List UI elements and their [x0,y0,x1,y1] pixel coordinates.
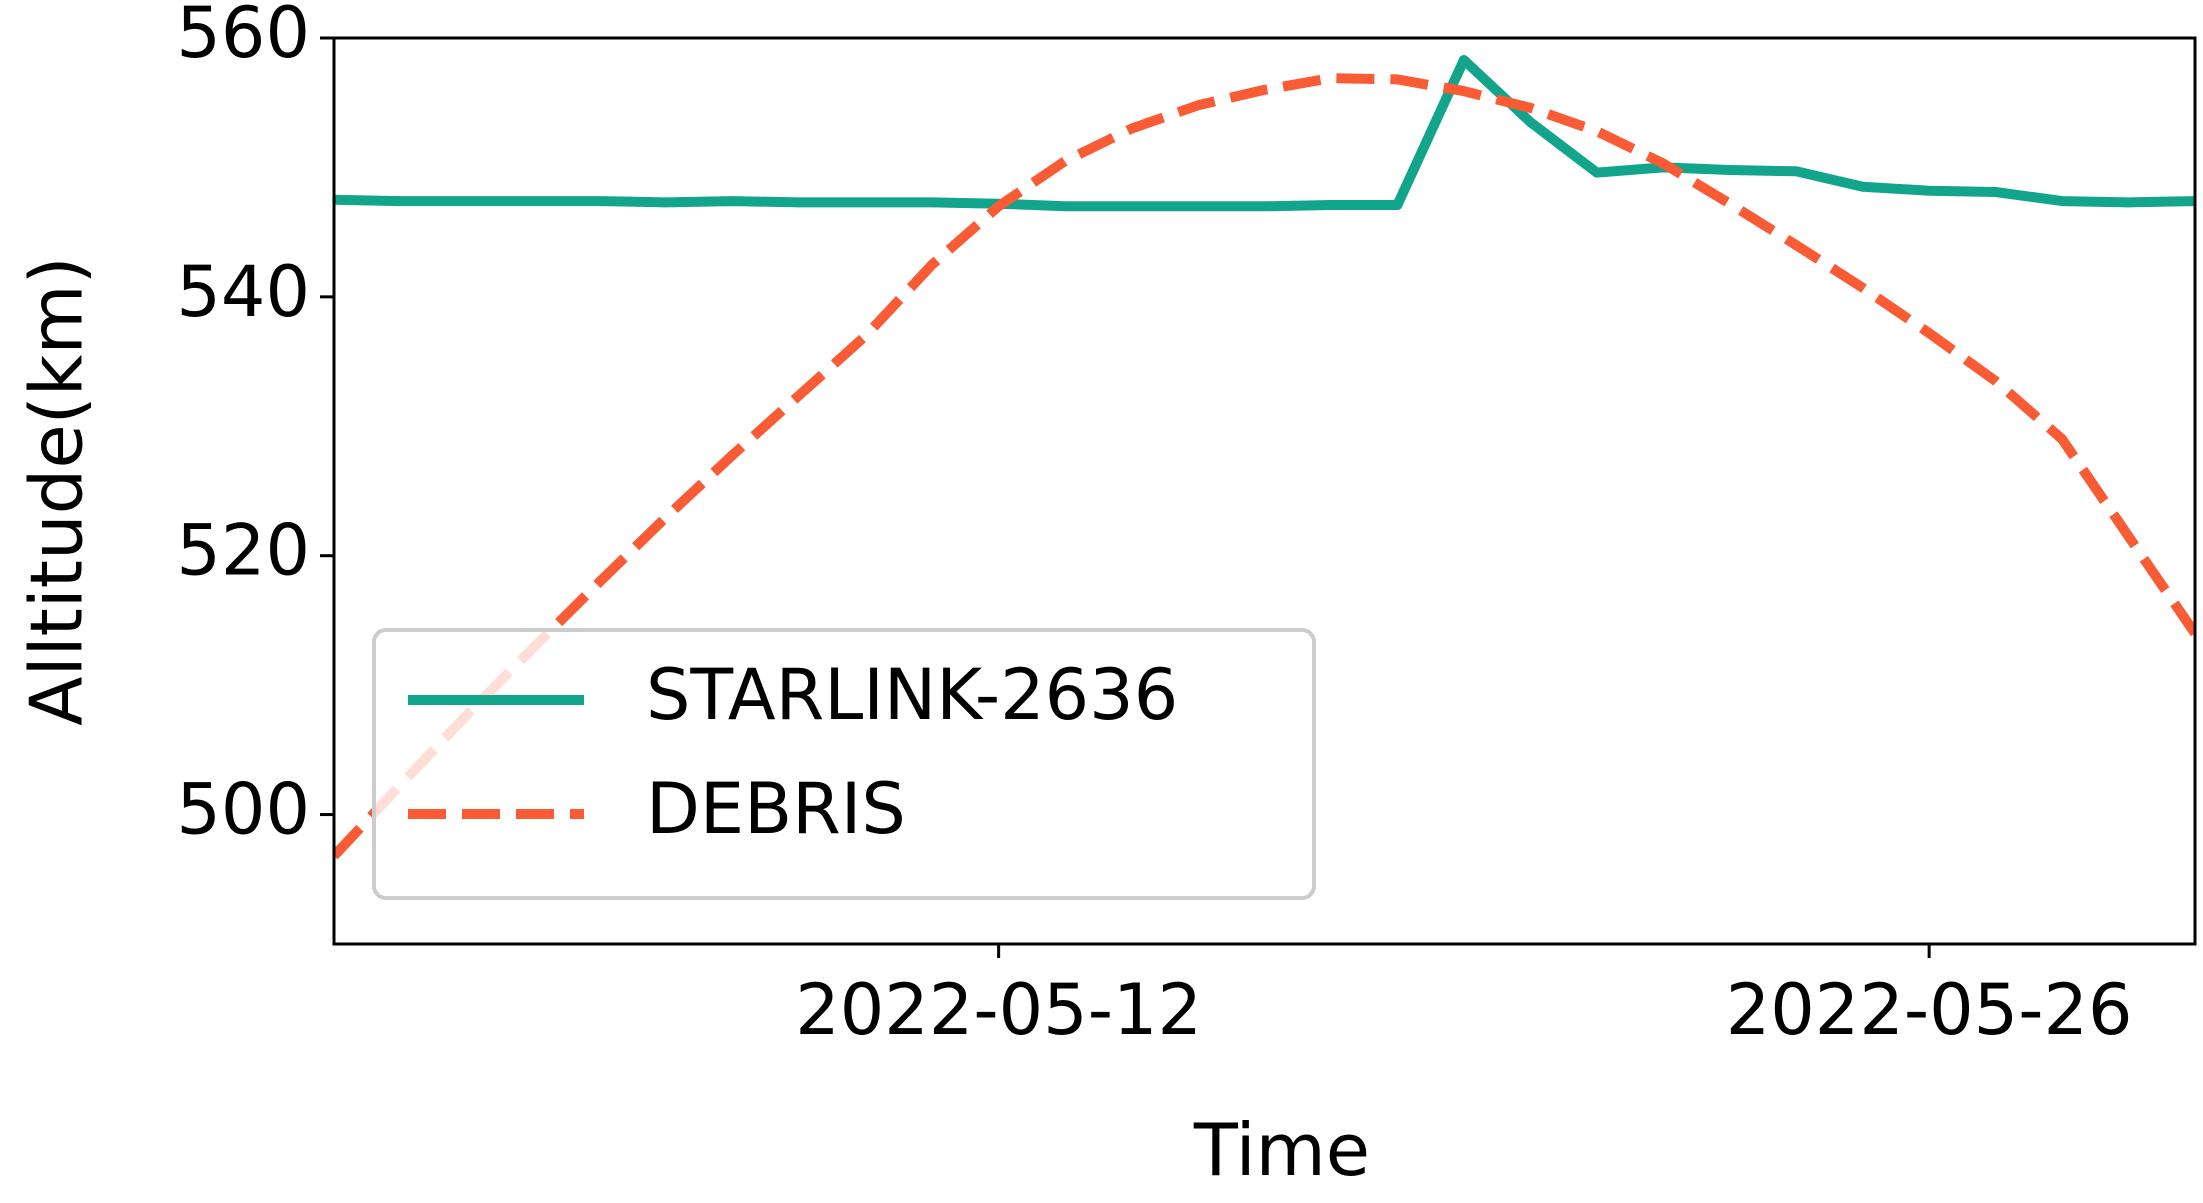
y-tick-label: 500 [176,769,310,851]
plot-area [334,55,2195,860]
legend-label: STARLINK-2636 [646,654,1178,736]
legend-box [372,628,1316,900]
x-axis-label: Time [1193,1108,1370,1192]
y-tick-label: 540 [176,251,310,333]
data-line [334,73,2195,860]
data-line [334,55,2195,212]
y-tick-label: 520 [176,510,310,592]
x-tick-label: 2022-05-12 [795,969,1202,1051]
y-tick-label: 560 [176,0,310,74]
x-tick-label: 2022-05-26 [1726,969,2133,1051]
legend-label: DEBRIS [646,768,906,850]
axes-frame [332,36,2197,946]
y-axis-label: Alltitude(km) [15,256,99,725]
